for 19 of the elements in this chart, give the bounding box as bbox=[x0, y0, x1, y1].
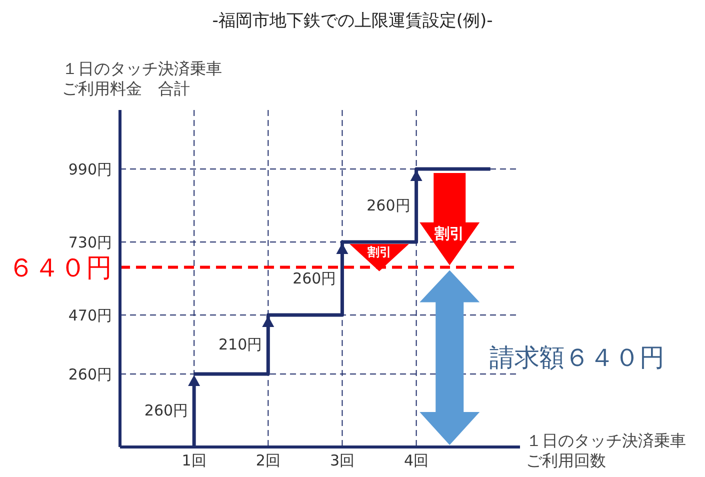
ref-line-label: ６４０円 bbox=[8, 253, 112, 284]
annotation: 260円 bbox=[292, 270, 336, 288]
x-tick-label: 1回 bbox=[182, 452, 206, 470]
y-tick-label: 470円 bbox=[68, 306, 112, 324]
x-tick-label: 4回 bbox=[404, 452, 429, 470]
annotation: 260円 bbox=[144, 401, 188, 420]
annotation: 割引 bbox=[434, 224, 465, 243]
x-tick-label: 3回 bbox=[330, 452, 354, 470]
y-axis-title: １日のタッチ決済乗車ご利用料金 合計 bbox=[62, 59, 222, 98]
y-tick-label: 730円 bbox=[68, 233, 112, 252]
x-tick-label: 2回 bbox=[256, 452, 280, 470]
chart-title: -福岡市地下鉄での上限運賃設定(例)- bbox=[212, 11, 493, 31]
y-tick-label: 260円 bbox=[68, 365, 112, 384]
annotation: 割引 bbox=[366, 244, 392, 259]
annotation: 請求額６４０円 bbox=[490, 343, 665, 372]
annotation: 260円 bbox=[366, 196, 410, 214]
y-tick-label: 990円 bbox=[68, 160, 112, 178]
x-axis-title: １日のタッチ決済乗車ご利用回数 bbox=[526, 431, 686, 470]
annotation: 210円 bbox=[218, 335, 262, 354]
